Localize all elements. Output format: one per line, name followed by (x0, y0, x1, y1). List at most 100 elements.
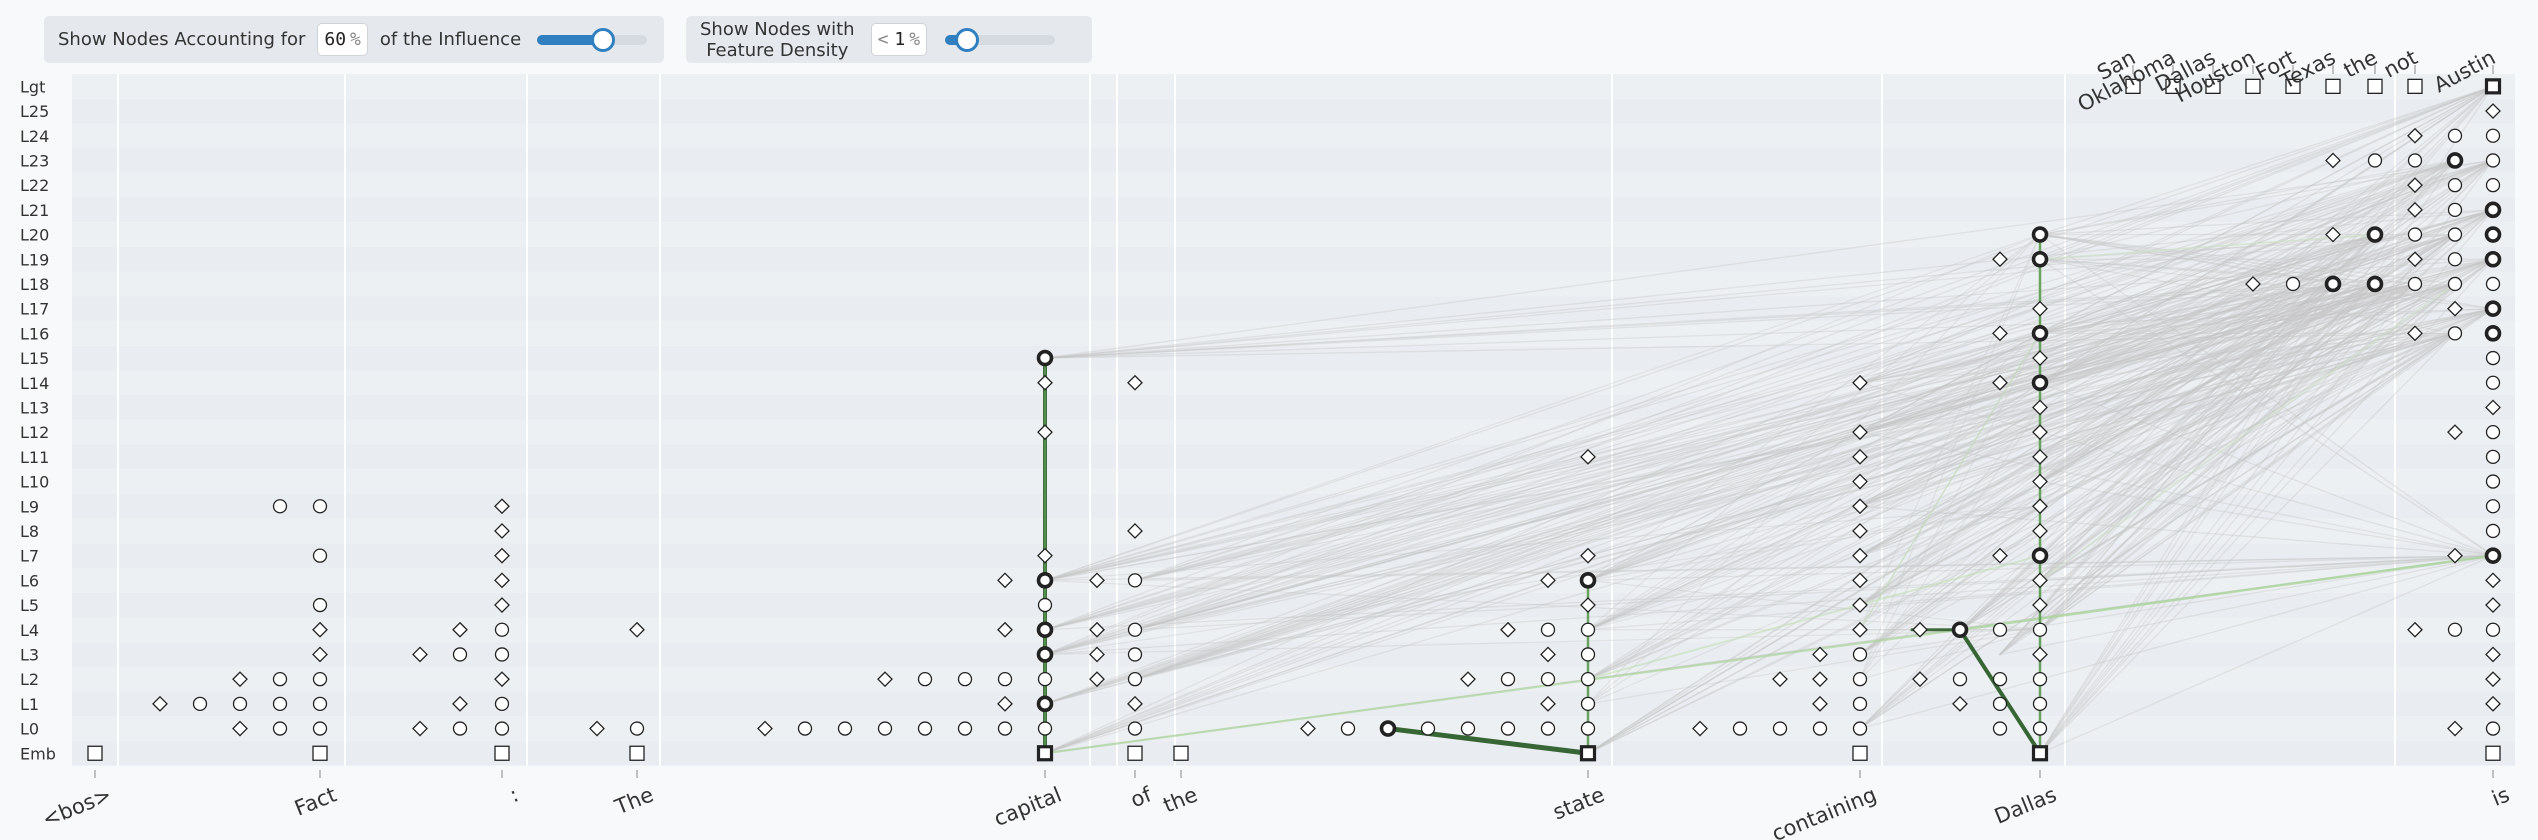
logit-node (2285, 78, 2301, 94)
error-node (494, 547, 510, 564)
layer-label-l19: L19 (20, 250, 49, 269)
feature-node (272, 696, 288, 711)
edge (1859, 283, 2416, 384)
edge (1044, 406, 2041, 581)
error-node (2485, 646, 2501, 663)
logit-node (2125, 78, 2141, 94)
edge (1044, 283, 2456, 359)
layer-label-l23: L23 (20, 151, 49, 170)
density-slider[interactable] (945, 27, 1056, 52)
edge (2039, 159, 2494, 236)
feature-node (2324, 275, 2342, 293)
feature-node (1580, 721, 1596, 736)
error-node (2325, 226, 2341, 243)
edge (1044, 555, 2494, 581)
density-slider-thumb[interactable] (955, 27, 980, 52)
edge (1044, 332, 2456, 754)
error-node (997, 695, 1013, 712)
edge (1859, 332, 2456, 730)
feature-node (1812, 721, 1828, 736)
edges (1043, 85, 2495, 756)
feature-node (272, 721, 288, 736)
error-node (494, 498, 510, 515)
grid-row (72, 395, 2515, 420)
feature-node (2447, 326, 2463, 341)
error-node (1580, 597, 1596, 613)
edge (2039, 233, 2416, 285)
feature-node (2485, 128, 2501, 143)
edge (1999, 283, 2416, 656)
edge (1859, 505, 2041, 680)
edge (1959, 307, 2494, 631)
edge (2039, 283, 2416, 483)
feature-node (877, 721, 893, 736)
logit-node (2165, 78, 2181, 94)
edge (1859, 283, 2416, 656)
edge (1587, 332, 2456, 680)
grid-row (72, 419, 2515, 445)
token-label-containing: containing (1768, 782, 1879, 840)
error-node (452, 695, 468, 712)
edge (1044, 233, 2376, 656)
feature-node (997, 672, 1013, 687)
density-label: Show Nodes with Feature Density (700, 19, 855, 61)
layer-label-l15: L15 (20, 349, 49, 368)
embedding-node (87, 745, 103, 761)
feature-node (2447, 202, 2463, 218)
error-node (2032, 473, 2048, 490)
edge (1134, 283, 2334, 581)
logit-node (2407, 78, 2423, 94)
error-node (2447, 720, 2463, 737)
feature-node (1580, 647, 1596, 662)
feature-node (192, 696, 208, 711)
error-node (2485, 572, 2501, 589)
edge (1044, 307, 2494, 359)
influence-threshold-control: Show Nodes Accounting for 60 % of the In… (44, 16, 664, 63)
embedding-node (1852, 745, 1868, 761)
edge (1859, 555, 2494, 730)
embedding-node (312, 745, 328, 761)
feature-node (494, 647, 510, 662)
edge (1134, 283, 2416, 581)
edge (1859, 283, 2376, 557)
feature-node (1579, 572, 1597, 589)
edge (1859, 233, 2456, 433)
influence-input[interactable]: 60 % (317, 23, 368, 56)
grid-row (72, 98, 2515, 124)
influence-slider[interactable] (537, 27, 648, 52)
error-node (589, 720, 605, 737)
edge (1859, 258, 2494, 606)
edge (1587, 233, 2456, 680)
edge (2039, 159, 2456, 384)
feature-node (2447, 128, 2463, 143)
error-node (152, 695, 168, 712)
feature-node (2485, 474, 2501, 489)
edge (1859, 233, 2041, 631)
feature-node (1037, 597, 1053, 613)
edge (2039, 258, 2376, 285)
edge (1859, 209, 2494, 606)
feature-node (232, 696, 248, 711)
edge (1859, 307, 2494, 557)
error-node (232, 671, 248, 688)
edge (1859, 233, 2456, 730)
influence-slider-thumb[interactable] (591, 27, 616, 52)
edge (1587, 406, 2041, 631)
error-node (1852, 523, 1868, 539)
edge (2039, 283, 2334, 754)
edge (1134, 233, 2376, 680)
layer-label-l25: L25 (20, 102, 49, 121)
edge (2039, 233, 2456, 285)
token-label-colon: : (506, 782, 522, 807)
edge (1044, 283, 2456, 631)
edge (2039, 233, 2376, 335)
edge (1044, 283, 2376, 656)
edge (1999, 283, 2334, 656)
density-input[interactable]: < 1 % (870, 23, 928, 56)
feature-node (2485, 499, 2501, 514)
grid-row (72, 222, 2515, 247)
layer-label-l17: L17 (20, 300, 49, 319)
edge-strong (1958, 627, 2042, 756)
edge (1587, 233, 2376, 581)
feature-node (1852, 672, 1868, 687)
